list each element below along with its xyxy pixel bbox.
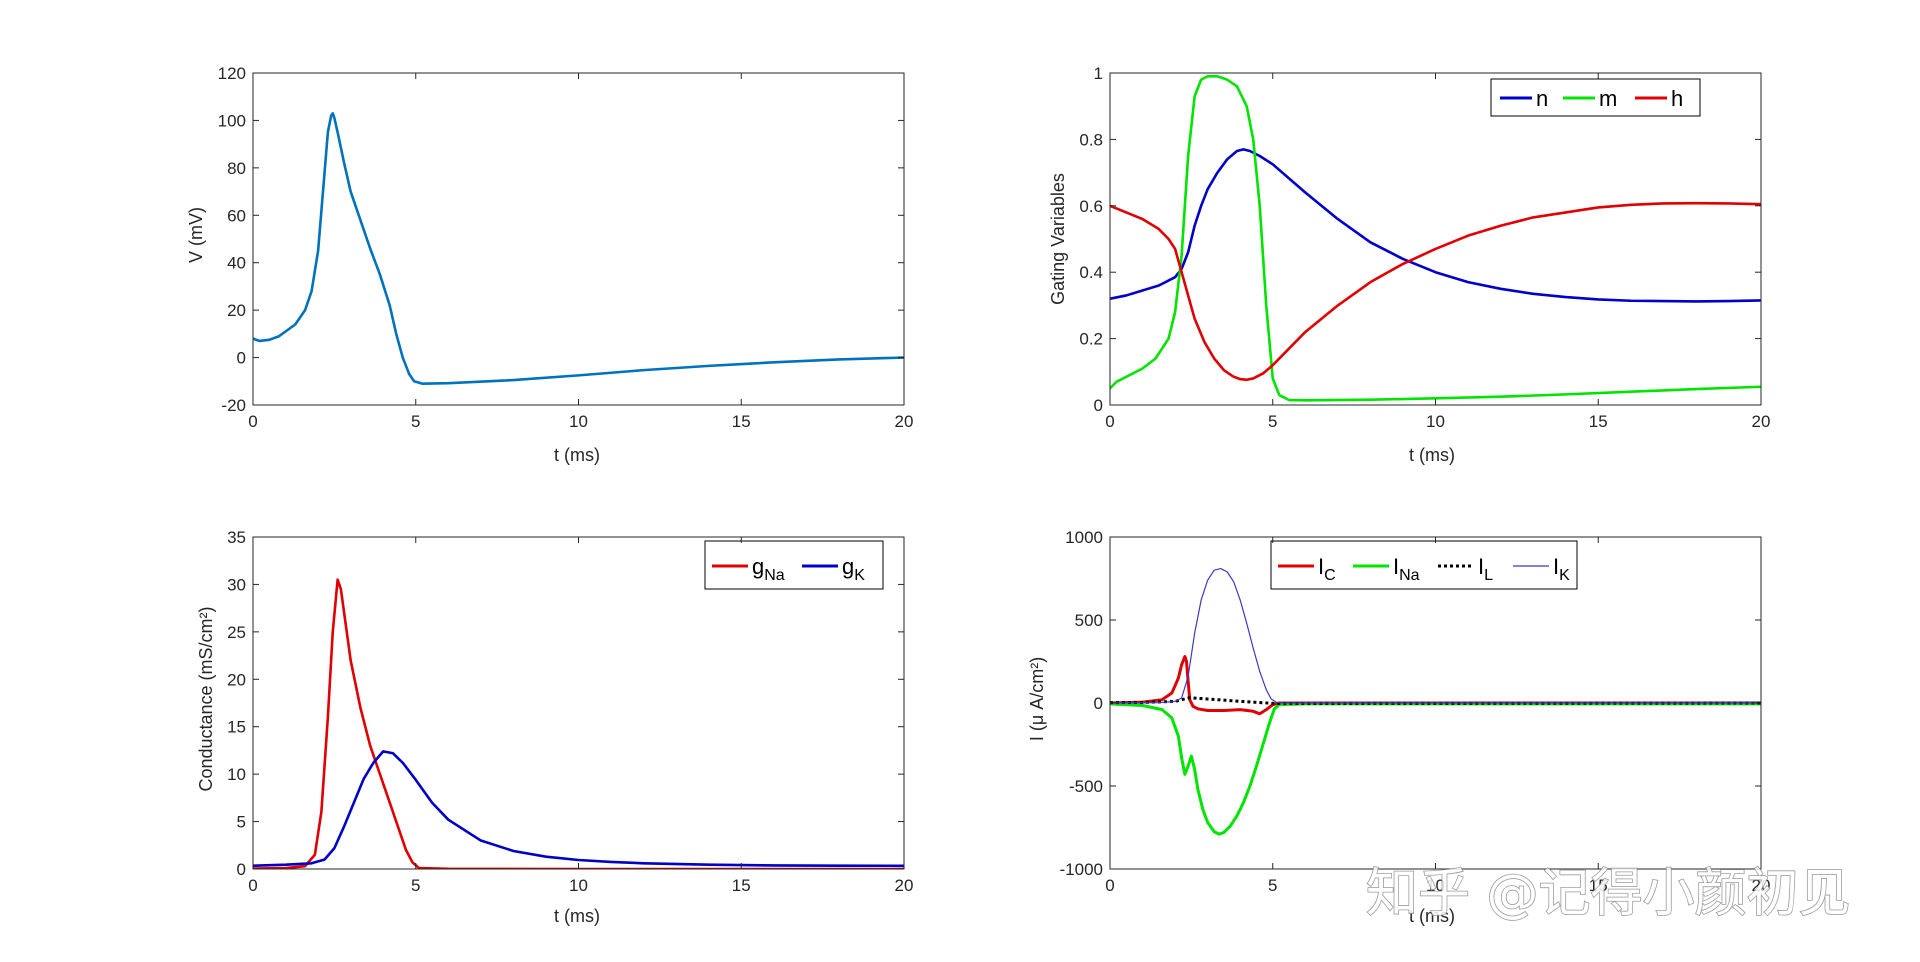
gating-panel-series-n-line (1110, 148, 1761, 303)
current-panel-ytick-label: -1000 (1060, 860, 1103, 879)
conductance-panel-ytick-label: 10 (227, 765, 246, 784)
voltage-panel-ytick-label: -20 (221, 396, 246, 415)
voltage-panel-ylabel: V (mV) (186, 207, 206, 263)
current-panel-xtick-label: 10 (1426, 876, 1445, 895)
gating-panel-ytick-label: 0 (1094, 396, 1103, 415)
gating-legend-label-m: m (1599, 86, 1617, 111)
conductance-panel-xtick-label: 20 (895, 876, 914, 895)
voltage-panel-ytick-label: 60 (227, 206, 246, 225)
gating-panel: t (ms) Gating Variables n m h 0 5 10 15 20 0 0… (1048, 64, 1770, 465)
conductance-legend: gNa gK (704, 540, 884, 590)
current-panel-xtick-label: 5 (1268, 876, 1277, 895)
conductance-panel-ytick-label: 35 (227, 528, 246, 547)
current-panel-xlabel: t (ms) (1409, 906, 1455, 926)
gating-panel-series-h-line (1110, 201, 1761, 382)
watermark-text: 知乎 @记得小颜初见 (1366, 864, 1851, 924)
voltage-panel-ytick-label: 40 (227, 254, 246, 273)
voltage-panel-xtick-label: 0 (248, 412, 257, 431)
conductance-panel-ytick-label: 25 (227, 623, 246, 642)
conductance-panel-plot-area (253, 537, 904, 869)
current-panel-ytick-label: -500 (1069, 777, 1103, 796)
current-panel-xtick-label: 20 (1752, 876, 1771, 895)
conductance-panel-ytick-label: 5 (237, 813, 246, 832)
conductance-panel-xtick-label: 5 (411, 876, 420, 895)
voltage-panel-ytick-label: 0 (237, 349, 246, 368)
voltage-panel-ytick-label: 80 (227, 159, 246, 178)
gating-panel-ytick-label: 0.6 (1079, 197, 1103, 216)
voltage-panel-ytick-label: 100 (218, 111, 246, 130)
voltage-panel-xtick-label: 15 (732, 412, 751, 431)
gating-panel-ytick-label: 1 (1094, 64, 1103, 83)
current-legend-box (1270, 540, 1578, 590)
voltage-panel-xlabel: t (ms) (554, 445, 600, 465)
conductance-panel-lines (253, 578, 904, 869)
current-panel-ytick-label: 1000 (1065, 528, 1103, 547)
current-panel-lines (1110, 567, 1761, 836)
gating-panel-xlabel: t (ms) (1409, 445, 1455, 465)
current-panel-xtick-label: 15 (1589, 876, 1608, 895)
gating-legend: n m h (1490, 78, 1701, 117)
gating-legend-label-h: h (1671, 86, 1683, 111)
voltage-panel-xtick-label: 20 (895, 412, 914, 431)
conductance-panel-ytick-label: 20 (227, 670, 246, 689)
conductance-panel-ylabel: Conductance (mS/cm²) (196, 606, 216, 791)
voltage-panel-plot-area (253, 73, 904, 405)
voltage-panel-xtick-label: 10 (569, 412, 588, 431)
current-panel-series-ina-line (1110, 702, 1761, 836)
current-panel-series-ik-line (1110, 567, 1761, 704)
conductance-panel-ytick-label: 0 (237, 860, 246, 879)
conductance-panel-series-gna-line (253, 578, 904, 869)
gating-panel-lines (1110, 75, 1761, 402)
gating-panel-ytick-label: 0.4 (1079, 263, 1103, 282)
gating-panel-xtick-label: 10 (1426, 412, 1445, 431)
current-panel-xtick-label: 0 (1105, 876, 1114, 895)
gating-panel-plot-area (1110, 73, 1761, 405)
voltage-panel-lines (253, 112, 904, 385)
voltage-panel-xtick-label: 5 (411, 412, 420, 431)
gating-panel-xtick-label: 5 (1268, 412, 1277, 431)
gating-panel-xtick-label: 0 (1105, 412, 1114, 431)
conductance-panel: t (ms) Conductance (mS/cm²) gNa gK 0 5 10 1… (196, 528, 913, 926)
gating-panel-series-m-line (1110, 75, 1761, 402)
gating-panel-ytick-label: 0.2 (1079, 330, 1103, 349)
current-panel-ytick-label: 500 (1075, 611, 1103, 630)
gating-panel-ylabel: Gating Variables (1048, 173, 1068, 305)
current-panel-ylabel: I (μ A/cm²) (1027, 657, 1047, 741)
current-panel-series-ic-line (1110, 655, 1761, 716)
gating-legend-label-n: n (1536, 86, 1548, 111)
voltage-panel-ytick-label: 20 (227, 301, 246, 320)
current-panel: t (ms) I (μ A/cm²) IC INa IL IK 0 5 10 15 20… (1027, 528, 1770, 926)
conductance-panel-xtick-label: 15 (732, 876, 751, 895)
voltage-panel-series-0-line (253, 112, 904, 385)
conductance-panel-xtick-label: 10 (569, 876, 588, 895)
conductance-panel-xtick-label: 0 (248, 876, 257, 895)
conductance-panel-ytick-label: 30 (227, 575, 246, 594)
voltage-panel-ytick-label: 120 (218, 64, 246, 83)
conductance-panel-xlabel: t (ms) (554, 906, 600, 926)
conductance-panel-ytick-label: 15 (227, 718, 246, 737)
conductance-panel-series-gk-line (253, 750, 904, 868)
current-legend: IC INa IL IK (1270, 540, 1578, 590)
current-panel-ytick-label: 0 (1094, 694, 1103, 713)
gating-panel-xtick-label: 20 (1752, 412, 1771, 431)
gating-panel-ytick-label: 0.8 (1079, 130, 1103, 149)
gating-panel-xtick-label: 15 (1589, 412, 1608, 431)
